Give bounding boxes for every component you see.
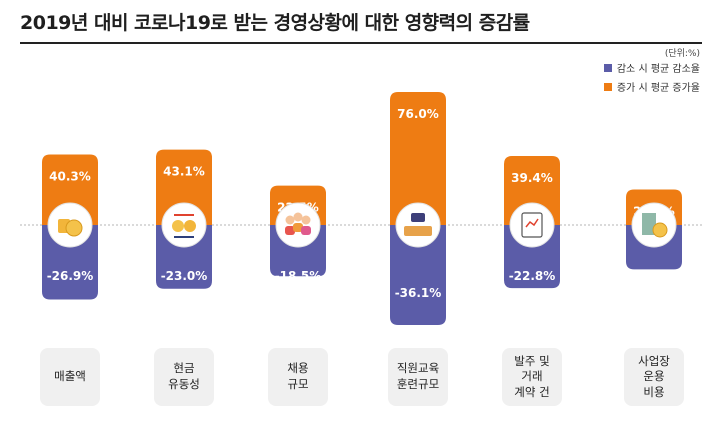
unit-label: (단위:%) bbox=[664, 49, 700, 59]
bar-decrease bbox=[390, 225, 446, 325]
data-label-decrease: -22.8% bbox=[509, 269, 556, 283]
data-label-increase: 76.0% bbox=[397, 107, 439, 121]
chart-title: 2019년 대비 코로나19로 받는 경영상황에 대한 영향력의 증감률 bbox=[20, 12, 530, 34]
data-label-increase: 40.3% bbox=[49, 169, 91, 183]
category-label: 직원교육 훈련규모 bbox=[388, 348, 448, 406]
document-shape bbox=[521, 212, 543, 238]
category-label: 매출액 bbox=[40, 348, 100, 406]
category-label: 현금 유동성 bbox=[154, 348, 214, 406]
data-label-increase: 39.4% bbox=[511, 171, 553, 185]
person-body-shape bbox=[293, 223, 303, 232]
building-coins-icon bbox=[631, 202, 677, 248]
icon-circle bbox=[395, 202, 441, 248]
trend-line-shape bbox=[525, 218, 539, 228]
contract-document-icon bbox=[509, 202, 555, 248]
bar-decrease bbox=[42, 225, 98, 300]
person-head-shape bbox=[293, 212, 303, 222]
legend-swatch-decrease bbox=[603, 63, 612, 72]
bar-increase bbox=[42, 154, 98, 225]
coin-shape bbox=[172, 220, 184, 232]
data-label-increase: 43.1% bbox=[163, 165, 205, 179]
person-body-shape bbox=[301, 226, 311, 235]
training-icon bbox=[395, 202, 441, 248]
data-label-decrease: -18.5% bbox=[275, 269, 322, 283]
bar-increase bbox=[156, 149, 212, 225]
building-shape bbox=[642, 213, 656, 235]
category-label: 채용 규모 bbox=[268, 348, 328, 406]
legend-label-increase: 증가 시 평균 증가율 bbox=[616, 83, 700, 94]
person-head-shape bbox=[285, 215, 295, 225]
title-divider bbox=[20, 42, 702, 44]
coin-shape bbox=[184, 220, 196, 232]
board-shape bbox=[411, 213, 425, 222]
category-label: 사업장 운용 비용 bbox=[624, 348, 684, 406]
legend-item-decrease: 감소 시 평균 감소율 bbox=[603, 60, 700, 75]
data-label-decrease: -26.9% bbox=[47, 269, 94, 283]
coin-shape bbox=[652, 222, 668, 238]
data-label-decrease: -23.0% bbox=[161, 269, 208, 283]
legend-swatch-increase bbox=[603, 82, 612, 91]
legend-label-decrease: 감소 시 평균 감소율 bbox=[616, 64, 700, 75]
cash-flow-icon bbox=[161, 202, 207, 248]
coin-stack-icon bbox=[47, 202, 93, 248]
data-label-decrease: -36.1% bbox=[395, 286, 442, 300]
desk-shape bbox=[404, 226, 432, 236]
bar-increase bbox=[390, 92, 446, 225]
data-label-decrease: -16.0% bbox=[631, 269, 678, 283]
legend: 감소 시 평균 감소율 증가 시 평균 증가율 bbox=[603, 60, 700, 98]
category-label: 발주 및 거래 계약 건 bbox=[502, 348, 562, 406]
person-head-shape bbox=[301, 215, 311, 225]
icon-circle bbox=[161, 202, 207, 248]
employees-icon bbox=[275, 202, 321, 248]
coin-shape bbox=[65, 219, 83, 237]
person-body-shape bbox=[285, 226, 295, 235]
legend-item-increase: 증가 시 평균 증가율 bbox=[603, 79, 700, 94]
